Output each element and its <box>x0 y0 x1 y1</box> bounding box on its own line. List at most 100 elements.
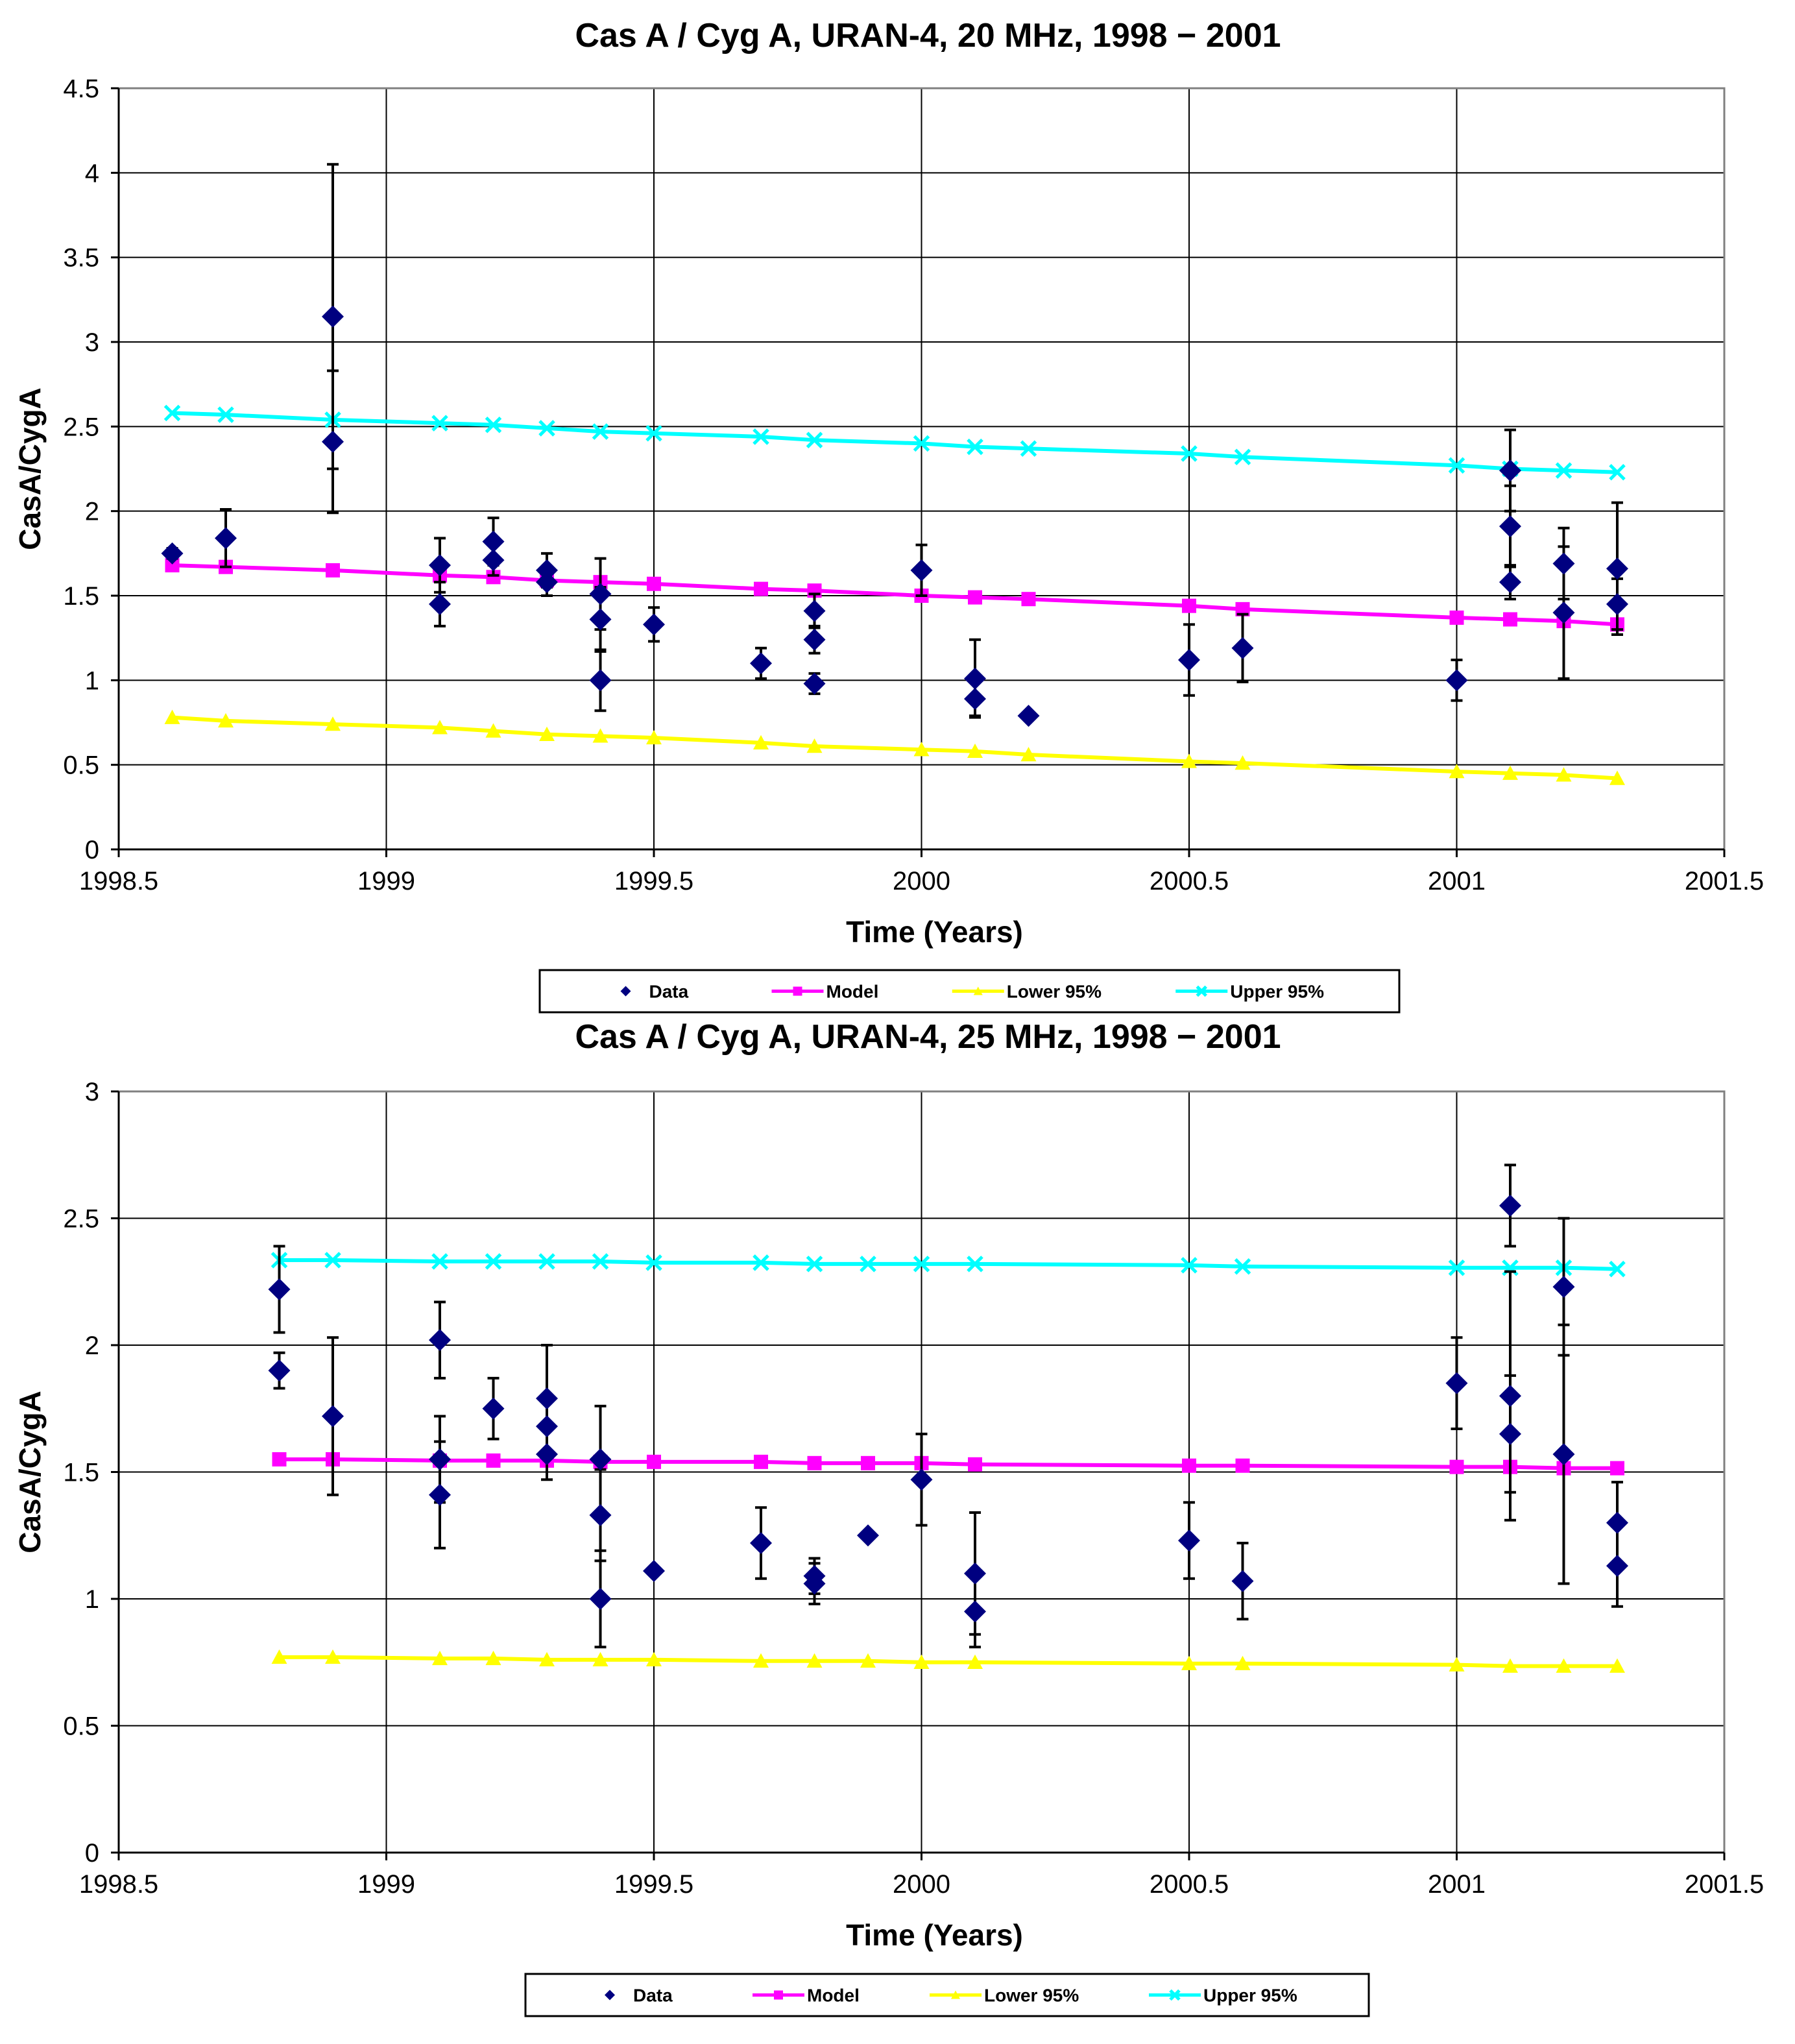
upper-95-point <box>1181 445 1198 462</box>
series-data <box>161 163 1628 727</box>
data-point <box>964 1562 986 1585</box>
model-point <box>968 590 982 605</box>
upper-95-point <box>645 424 662 442</box>
legend: Data Model Lower 95% Upper 95% <box>524 1973 1370 2017</box>
model-point <box>861 1455 875 1470</box>
x-tick-label: 2001.5 <box>1685 1870 1764 1899</box>
lower-95-point <box>485 723 501 738</box>
data-point <box>1445 1372 1468 1394</box>
legend-swatch-marker <box>951 1990 960 1999</box>
y-tick-label: 1 <box>85 1585 99 1614</box>
y-axis-label: CasA/CygA <box>13 387 47 550</box>
legend-swatch-marker <box>620 986 631 997</box>
data-point <box>1552 552 1575 575</box>
lower-95-point <box>539 1651 555 1667</box>
lower-95-point <box>325 1649 341 1664</box>
lower-95-point <box>646 1651 662 1667</box>
data-point <box>268 1278 291 1300</box>
series-upper-95 <box>271 1252 1626 1278</box>
model-point <box>754 581 768 596</box>
model-point <box>1610 1461 1624 1476</box>
x-tick-label: 2001.5 <box>1685 867 1764 895</box>
upper-95-point <box>538 1253 555 1270</box>
data-point <box>750 652 772 675</box>
x-axis-label: Time (Years) <box>846 915 1023 949</box>
y-tick-label: 1.5 <box>63 1459 99 1487</box>
model-point <box>326 563 340 578</box>
data-point <box>536 1415 558 1438</box>
data-point <box>589 1503 612 1526</box>
upper-95-point <box>431 1253 448 1270</box>
data-point <box>1231 637 1254 659</box>
upper-95-point <box>967 1256 983 1272</box>
series-upper-95 <box>163 404 1626 481</box>
data-point <box>429 1329 451 1352</box>
x-tick-label: 1999.5 <box>614 1870 693 1899</box>
legend-entry-upper-95: Upper 95% <box>1149 1986 1297 2006</box>
upper-95-point <box>1448 1259 1465 1276</box>
data-point <box>857 1524 879 1547</box>
model-point <box>1235 602 1250 616</box>
model-line <box>279 1457 1617 1470</box>
data-point <box>429 554 451 577</box>
data-point <box>1552 1443 1575 1466</box>
y-tick-label: 0.5 <box>63 751 99 780</box>
model-point <box>968 1457 982 1472</box>
lower-95-point <box>592 1651 608 1667</box>
lower-95-point <box>1020 747 1037 762</box>
y-tick-label: 2 <box>85 1332 99 1360</box>
model-point <box>165 558 180 573</box>
y-tick-labels: 0 0.5 1 1.5 2 2.5 3 3.5 4 4.5 <box>63 75 119 864</box>
legend-swatch-marker <box>774 1990 783 2000</box>
x-tick-label: 1998.5 <box>79 867 158 895</box>
lower-95-point <box>539 726 555 741</box>
data-point <box>1606 557 1628 580</box>
series-lower-95 <box>164 709 1625 785</box>
series-lower-95 <box>271 1649 1625 1673</box>
data-point <box>1499 459 1521 482</box>
upper-95-point <box>485 416 502 433</box>
lower-95-point <box>271 1649 287 1664</box>
lower-95-line <box>279 1655 1617 1668</box>
legend-swatch-marker <box>973 986 983 995</box>
y-tick-label: 1.5 <box>63 582 99 611</box>
data-point <box>1606 1555 1628 1577</box>
lower-95-point <box>1502 1658 1518 1673</box>
legend-label: Upper 95% <box>1203 1986 1297 2006</box>
upper-95-point <box>431 415 448 432</box>
data-point <box>1499 571 1521 594</box>
data-point <box>589 669 612 692</box>
y-tick-label: 0 <box>85 836 99 864</box>
lower-95-point <box>860 1653 876 1668</box>
x-axis-label: Time (Years) <box>846 1918 1023 1952</box>
chart-2: Cas A / Cyg A, URAN-4, 25 MHz, 1998 − 20… <box>13 1018 1764 2017</box>
model-point <box>486 1453 501 1468</box>
upper-95-point <box>806 432 823 448</box>
upper-95-point <box>1448 457 1465 474</box>
legend-label: Data <box>649 982 689 1002</box>
chart-title: Cas A / Cyg A, URAN-4, 25 MHz, 1998 − 20… <box>575 1018 1281 1056</box>
data-point <box>322 305 344 328</box>
upper-95-point <box>1181 1257 1198 1274</box>
y-tick-label: 1 <box>85 666 99 695</box>
legend-entry-model: Model <box>753 1986 860 2006</box>
upper-95-point <box>913 435 930 452</box>
x-tick-labels: 1998.5 1999 1999.5 2000 2000.5 2001 2001.5 <box>79 849 1764 895</box>
data-point <box>322 1405 344 1428</box>
upper-95-point <box>1020 440 1037 457</box>
legend-entry-lower-95: Lower 95% <box>952 982 1102 1002</box>
y-tick-label: 0 <box>85 1839 99 1868</box>
y-tick-label: 3.5 <box>63 244 99 273</box>
legend-entry-model: Model <box>771 982 878 1002</box>
data-point <box>1499 1194 1521 1217</box>
y-tick-label: 2.5 <box>63 1205 99 1234</box>
y-tick-label: 0.5 <box>63 1712 99 1741</box>
lower-95-point <box>218 712 234 728</box>
x-tick-label: 1999.5 <box>614 867 693 895</box>
chart-title: Cas A / Cyg A, URAN-4, 20 MHz, 1998 − 20… <box>575 17 1281 55</box>
upper-95-point <box>967 438 983 456</box>
upper-95-point <box>1609 1260 1626 1278</box>
data-point <box>803 1572 826 1595</box>
data-point <box>964 667 986 690</box>
data-point <box>482 530 505 553</box>
